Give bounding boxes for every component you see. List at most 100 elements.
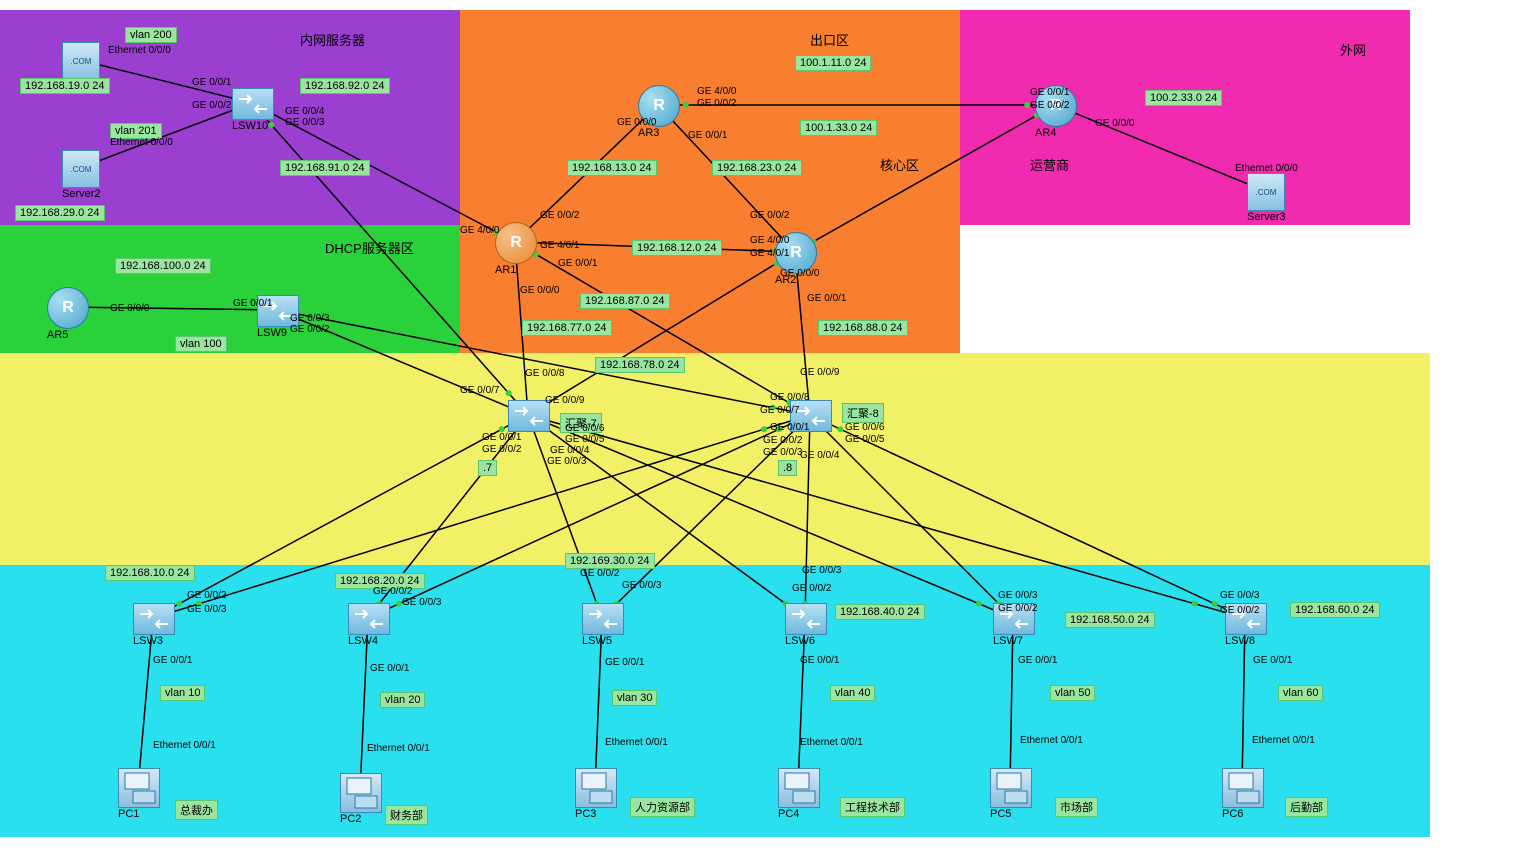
- interface-label: GE 0/0/0: [1095, 118, 1134, 129]
- pc1-label: PC1: [118, 808, 139, 820]
- label: 总裁办: [175, 800, 218, 820]
- ar1[interactable]: RAR1: [495, 222, 537, 264]
- interface-label: GE 0/0/3: [802, 565, 841, 576]
- server2[interactable]: .COMServer2: [62, 150, 100, 188]
- pc5[interactable]: PC5: [990, 768, 1032, 808]
- lsw6[interactable]: LSW6: [785, 603, 827, 635]
- interface-label: GE 0/0/1: [192, 77, 231, 88]
- interface-label: GE 0/0/3: [285, 117, 324, 128]
- interface-label: GE 0/0/8: [525, 368, 564, 379]
- label: .7: [478, 460, 497, 476]
- label: .8: [778, 460, 797, 476]
- interface-label: GE 0/0/1: [688, 130, 727, 141]
- ar5[interactable]: RAR5: [47, 287, 89, 329]
- label: 192.168.50.0 24: [1065, 612, 1155, 628]
- lsw4[interactable]: LSW4: [348, 603, 390, 635]
- interface-label: GE 0/0/3: [1220, 590, 1259, 601]
- lsw5-icon: [582, 603, 624, 635]
- label: 财务部: [385, 805, 428, 825]
- interface-label: GE 0/0/1: [1030, 87, 1069, 98]
- lsw6-label: LSW6: [785, 635, 815, 647]
- ar5-icon: R: [47, 287, 89, 329]
- lsw10[interactable]: LSW10: [232, 88, 274, 120]
- pc4[interactable]: PC4: [778, 768, 820, 808]
- ar1-icon: R: [495, 222, 537, 264]
- zone-title: 核心区: [880, 155, 919, 174]
- pc2-label: PC2: [340, 813, 361, 825]
- server1-icon: .COM: [62, 42, 100, 80]
- interface-label: GE 0/0/1: [807, 293, 846, 304]
- interface-label: GE 0/0/2: [750, 210, 789, 221]
- pc2[interactable]: PC2: [340, 773, 382, 813]
- interface-label: GE 0/0/2: [187, 590, 226, 601]
- label: 192.168.19.0 24: [20, 78, 110, 94]
- interface-label: GE 0/0/1: [482, 432, 521, 443]
- pc3[interactable]: PC3: [575, 768, 617, 808]
- interface-label: GE 0/0/2: [580, 568, 619, 579]
- server3-label: Server3: [1247, 211, 1286, 223]
- server2-label: Server2: [62, 188, 101, 200]
- interface-label: GE 0/0/2: [373, 586, 412, 597]
- interface-label: Ethernet 0/0/1: [1252, 735, 1315, 746]
- interface-label: GE 0/0/2: [763, 435, 802, 446]
- interface-label: Ethernet 0/0/0: [108, 45, 171, 56]
- interface-label: GE 0/0/2: [192, 100, 231, 111]
- label: 192.168.92.0 24: [300, 78, 390, 94]
- interface-label: GE 0/0/8: [770, 392, 809, 403]
- lsw3[interactable]: LSW3: [133, 603, 175, 635]
- pc2-icon: [340, 773, 382, 813]
- label: 后勤部: [1285, 797, 1328, 817]
- label: 192.168.91.0 24: [280, 160, 370, 176]
- pc5-label: PC5: [990, 808, 1011, 820]
- label: vlan 60: [1278, 685, 1323, 701]
- server1[interactable]: .COMServer1: [62, 42, 100, 80]
- label: vlan 200: [125, 27, 177, 43]
- interface-label: GE 0/0/6: [845, 422, 884, 433]
- agg7-icon: [508, 400, 550, 432]
- zone-title: 外网: [1340, 40, 1366, 59]
- pc1[interactable]: PC1: [118, 768, 160, 808]
- lsw3-label: LSW3: [133, 635, 163, 647]
- interface-label: GE 0/0/3: [763, 447, 802, 458]
- ar5-label: AR5: [47, 329, 68, 341]
- label: 192.168.100.0 24: [115, 258, 211, 274]
- pc5-icon: [990, 768, 1032, 808]
- interface-label: GE 0/0/7: [460, 385, 499, 396]
- interface-label: GE 0/0/3: [290, 313, 329, 324]
- label: vlan 100: [175, 336, 227, 352]
- lsw9-label: LSW9: [257, 327, 287, 339]
- interface-label: GE 0/0/1: [153, 655, 192, 666]
- server3[interactable]: .COMServer3: [1247, 173, 1285, 211]
- pc6[interactable]: PC6: [1222, 768, 1264, 808]
- interface-label: GE 0/0/4: [550, 445, 589, 456]
- pc3-label: PC3: [575, 808, 596, 820]
- interface-label: Ethernet 0/0/0: [1235, 163, 1298, 174]
- interface-label: Ethernet 0/0/1: [367, 743, 430, 754]
- lsw10-icon: [232, 88, 274, 120]
- interface-label: GE 0/0/0: [617, 117, 656, 128]
- interface-label: GE 0/0/4: [800, 450, 839, 461]
- lsw7-label: LSW7: [993, 635, 1023, 647]
- zone-agg: [0, 353, 1430, 565]
- ar1-label: AR1: [495, 264, 516, 276]
- interface-label: Ethernet 0/0/1: [605, 737, 668, 748]
- interface-label: GE 4/0/1: [540, 240, 579, 251]
- interface-label: GE 0/0/2: [697, 98, 736, 109]
- interface-label: GE 4/0/0: [697, 86, 736, 97]
- interface-label: GE 0/0/2: [1030, 100, 1069, 111]
- interface-label: GE 0/0/1: [770, 422, 809, 433]
- agg7[interactable]: [508, 400, 550, 432]
- lsw5[interactable]: LSW5: [582, 603, 624, 635]
- interface-label: GE 0/0/0: [110, 303, 149, 314]
- zone-title: 内网服务器: [300, 30, 365, 49]
- label: vlan 10: [160, 685, 205, 701]
- interface-label: GE 0/0/3: [547, 456, 586, 467]
- label: 192.168.88.0 24: [818, 320, 908, 336]
- label: 192.169.30.0 24: [565, 553, 655, 569]
- label: 192.168.13.0 24: [567, 160, 657, 176]
- lsw4-icon: [348, 603, 390, 635]
- interface-label: GE 0/0/3: [402, 597, 441, 608]
- label: 192.168.12.0 24: [632, 240, 722, 256]
- interface-label: GE 0/0/9: [545, 395, 584, 406]
- interface-label: GE 0/0/2: [290, 324, 329, 335]
